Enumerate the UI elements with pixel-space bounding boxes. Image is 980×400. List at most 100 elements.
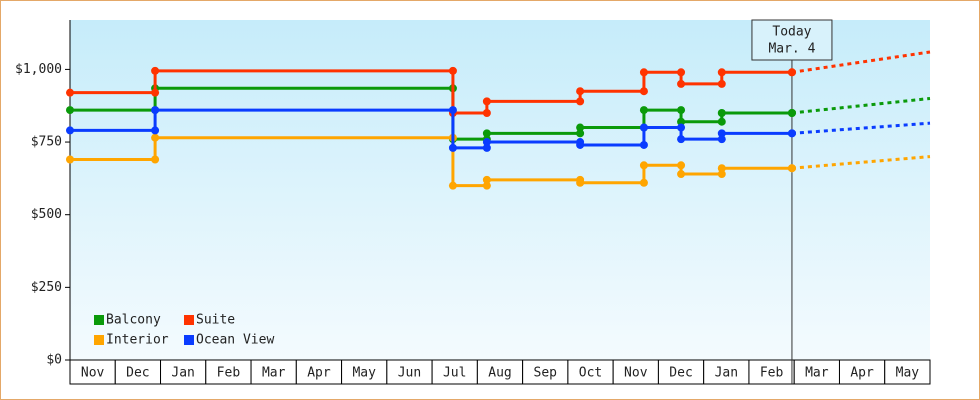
point-before: [787, 129, 796, 138]
x-tick-label: Dec: [126, 366, 149, 381]
point: [717, 164, 726, 173]
x-cell: [386, 359, 433, 385]
point: [448, 143, 457, 152]
point-before: [576, 97, 585, 106]
point-before: [787, 108, 796, 117]
point: [639, 68, 648, 77]
point: [677, 135, 686, 144]
x-tick-label: Nov: [81, 366, 105, 381]
x-cell: [793, 359, 840, 385]
point: [482, 129, 491, 138]
point: [482, 97, 491, 106]
y-tick-label: $0: [46, 353, 62, 368]
point-before: [639, 87, 648, 96]
x-tick-label: Oct: [579, 366, 602, 381]
x-tick-label: May: [896, 366, 920, 381]
point-before: [482, 143, 491, 152]
x-tick-label: Mar: [805, 366, 829, 381]
x-cell: [838, 359, 886, 385]
x-cell: [205, 359, 252, 385]
legend-label: Ocean View: [196, 333, 274, 348]
point: [717, 129, 726, 138]
x-tick-label: Jan: [715, 366, 738, 381]
point-before: [717, 79, 726, 88]
x-cell: [341, 359, 388, 385]
x-tick-label: Mar: [262, 366, 286, 381]
x-tick-label: Apr: [850, 366, 874, 381]
point: [639, 106, 648, 115]
point-before: [482, 108, 491, 117]
point: [482, 175, 491, 184]
today-date: Mar. 4: [768, 42, 815, 57]
x-cell: [69, 359, 116, 385]
y-tick-label: $750: [31, 135, 62, 150]
point-before: [677, 161, 686, 170]
point: [639, 123, 648, 132]
point: [66, 106, 74, 115]
point-before: [639, 178, 648, 187]
x-cell: [476, 359, 524, 385]
x-tick-label: Dec: [669, 366, 692, 381]
legend-swatch: [94, 315, 104, 325]
legend-label: Balcony: [106, 313, 161, 328]
x-cell: [703, 359, 750, 385]
point: [576, 123, 585, 132]
forecast-line: [791, 155, 931, 170]
point-before: [576, 138, 585, 147]
y-tick-label: $250: [31, 280, 62, 295]
point-before: [482, 181, 491, 190]
point: [151, 66, 160, 75]
point-before: [677, 123, 686, 132]
forecast-line: [791, 96, 931, 115]
point: [151, 133, 160, 142]
x-tick-label: Apr: [307, 366, 331, 381]
point-before: [639, 140, 648, 149]
y-tick-label: $500: [31, 207, 62, 222]
x-cell: [160, 359, 207, 385]
point: [66, 155, 74, 164]
point: [151, 106, 160, 115]
x-tick-label: Aug: [488, 366, 511, 381]
point-before: [448, 66, 457, 75]
x-tick-label: Feb: [217, 366, 241, 381]
point-before: [677, 68, 686, 77]
point: [482, 138, 491, 147]
x-tick-label: Feb: [760, 366, 784, 381]
x-cell: [295, 359, 343, 385]
forecast-line: [791, 121, 931, 135]
x-tick-label: Nov: [624, 366, 648, 381]
x-tick-label: Jan: [171, 366, 194, 381]
point-before: [717, 170, 726, 179]
point-before: [576, 129, 585, 138]
point-before: [787, 164, 796, 173]
legend-label: Suite: [196, 313, 235, 328]
y-tick-label: $1,000: [15, 62, 62, 77]
x-tick-label: Jun: [398, 366, 421, 381]
x-tick-label: May: [352, 366, 376, 381]
x-cell: [657, 359, 705, 385]
x-cell: [612, 359, 659, 385]
today-box: [751, 19, 833, 61]
point: [448, 181, 457, 190]
legend-swatch: [184, 335, 194, 345]
point-before: [151, 126, 160, 135]
point: [717, 68, 726, 77]
x-cell: [748, 359, 795, 385]
point-before: [151, 155, 160, 164]
point: [66, 126, 74, 135]
legend-label: Interior: [106, 333, 169, 348]
today-label: Today: [772, 25, 811, 40]
point: [677, 170, 686, 179]
point-before: [787, 68, 796, 77]
point-before: [576, 175, 585, 184]
point-before: [717, 135, 726, 144]
x-tick-label: Sep: [534, 366, 558, 381]
point: [717, 108, 726, 117]
x-cell: [114, 359, 162, 385]
legend-swatch: [184, 315, 194, 325]
point: [576, 87, 585, 96]
legend-swatch: [94, 335, 104, 345]
point-before: [448, 106, 457, 115]
x-cell: [431, 359, 478, 385]
